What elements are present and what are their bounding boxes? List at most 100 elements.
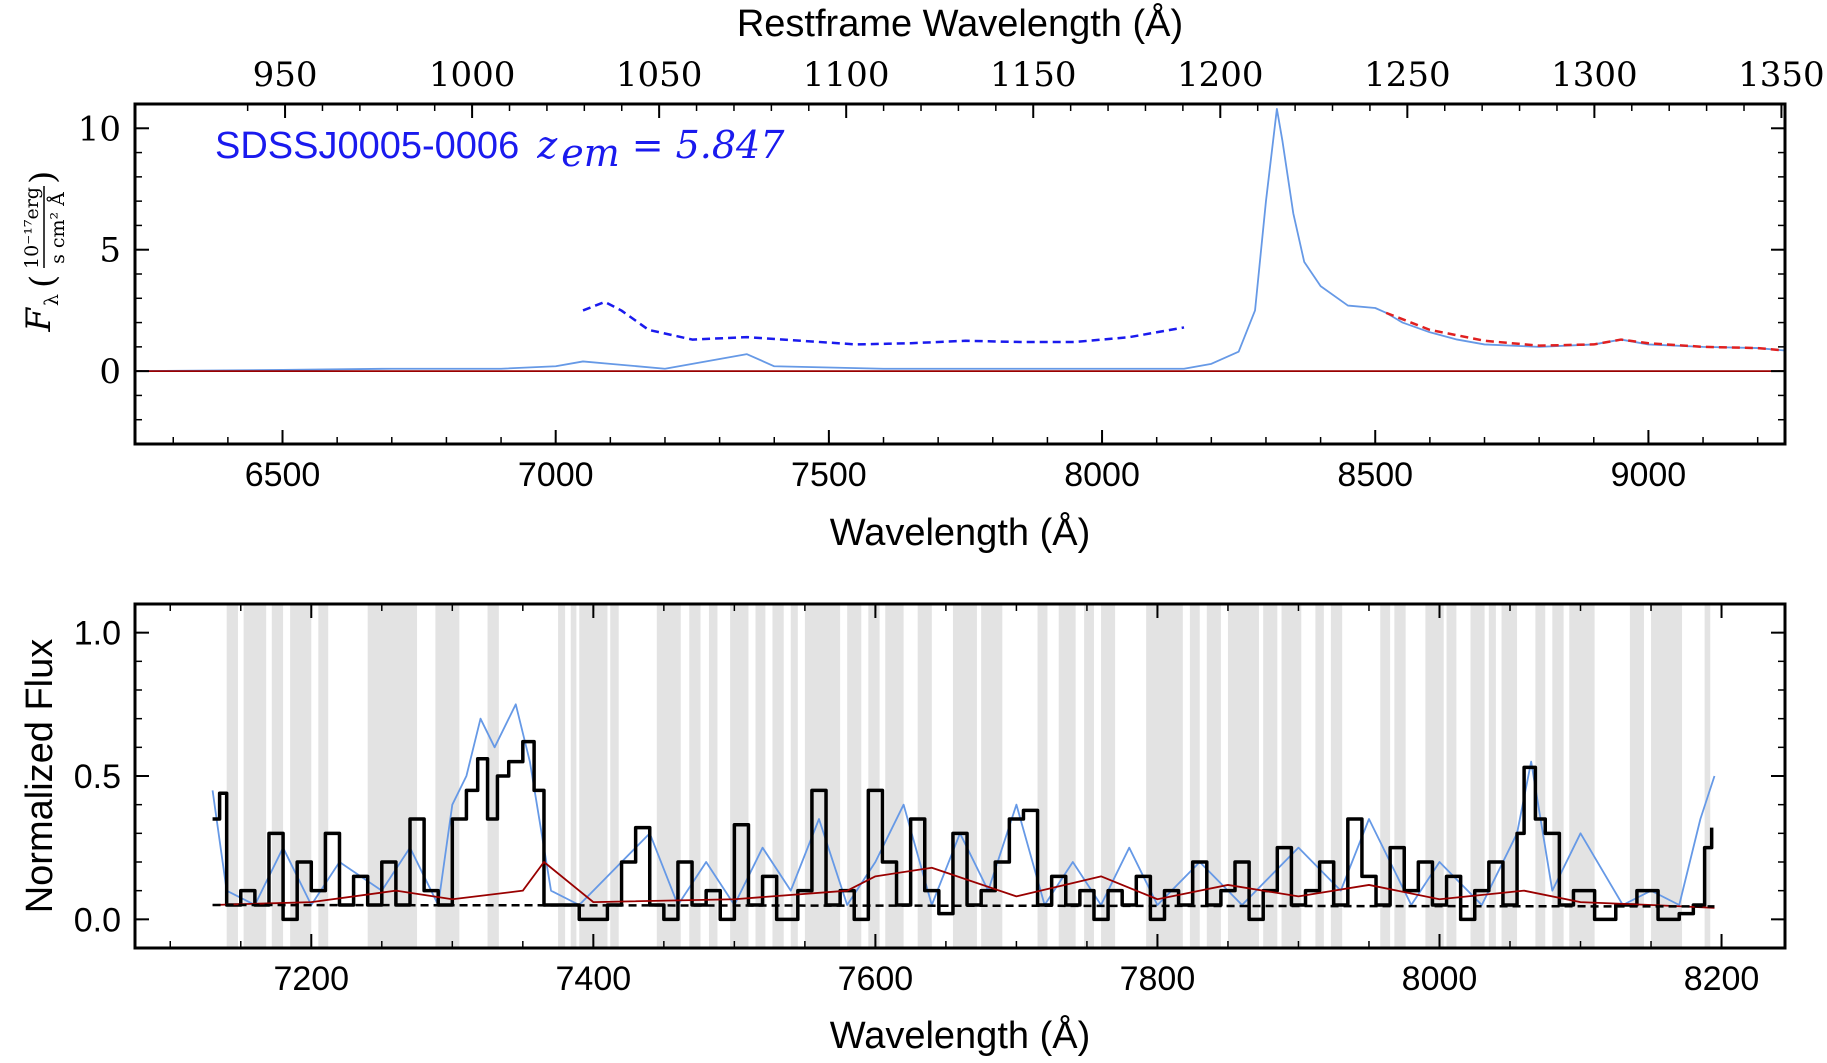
x2-tick-label: 1150 [990, 55, 1077, 95]
top-y-tick-labels: 0 5 10 [78, 109, 121, 392]
shaded-region [290, 604, 312, 948]
shaded-region [1315, 604, 1324, 948]
shaded-region [885, 604, 904, 948]
shaded-region [952, 604, 977, 948]
unit-numerator: 10⁻¹⁷erg [21, 187, 43, 269]
series-line-3 [582, 300, 1185, 346]
shaded-region [558, 604, 566, 948]
x-tick-label: 8200 [1684, 960, 1760, 998]
x-tick-label: 8000 [1064, 456, 1140, 494]
shaded-region [579, 604, 608, 948]
x-tick-label: 7200 [273, 960, 349, 998]
shaded-region [243, 604, 267, 948]
shaded-region [1501, 604, 1518, 948]
top-ticks [135, 103, 1785, 445]
x-tick-label: 8000 [1402, 960, 1478, 998]
shaded-region [1535, 604, 1546, 948]
shaded-region [1206, 604, 1221, 948]
shaded-region [917, 604, 932, 948]
shaded-region [689, 604, 701, 948]
shaded-region [1651, 604, 1683, 948]
series-line-3 [212, 903, 1715, 908]
x-tick-label: 7400 [556, 960, 632, 998]
x2-tick-label: 1250 [1364, 55, 1451, 95]
redshift-value: 5.847 [676, 123, 786, 167]
shaded-region [610, 604, 619, 948]
x2-tick-label: 1200 [1177, 55, 1264, 95]
shaded-region [868, 604, 880, 948]
top-plot-area [135, 107, 1785, 373]
shaded-region [1084, 604, 1094, 948]
unit-denominator: s cm² Å [47, 192, 69, 264]
top-panel: 6500 7000 7500 8000 8500 9000 0 5 10 950 1000 105… [19, 1, 1825, 554]
shaded-region [1470, 604, 1485, 948]
top-y-axis-title: F λ ( 10⁻¹⁷erg s cm² Å ) [19, 171, 69, 333]
shaded-region [1394, 604, 1406, 948]
restframe-axis-title: Restframe Wavelength (Å) [737, 1, 1183, 45]
shaded-region [1189, 604, 1200, 948]
shaded-region [1704, 604, 1711, 948]
shaded-region [1330, 604, 1343, 948]
shaded-region [1037, 604, 1048, 948]
series-line-2 [1385, 311, 1785, 352]
x-tick-label: 7800 [1120, 960, 1196, 998]
bottom-panel: 7200 7400 7600 7800 8000 8200 0.0 0.5 1.0 Wavel… [19, 602, 1787, 1057]
shaded-region [790, 604, 798, 948]
y-tick-label: 10 [78, 109, 121, 149]
bottom-ticks [135, 603, 1785, 949]
absorption-shaded-regions [226, 604, 1711, 948]
redshift-subscript: em [561, 131, 620, 175]
x2-tick-label: 1050 [616, 55, 703, 95]
series-line-2 [212, 861, 1715, 909]
shaded-region [755, 604, 766, 948]
x-tick-label: 7000 [518, 456, 594, 494]
shaded-region [1488, 604, 1496, 948]
top-x-axis-title: Wavelength (Å) [830, 510, 1090, 554]
top-restframe-tick-labels: 950 1000 1050 1100 1150 1200 1250 1300 1350 [253, 55, 1825, 95]
x-tick-label: 6500 [245, 456, 321, 494]
series-line-0 [135, 107, 1785, 373]
equals-sign: = [632, 123, 664, 167]
object-name: SDSSJ0005-0006 [215, 125, 519, 167]
top-x-tick-labels: 6500 7000 7500 8000 8500 9000 [245, 456, 1687, 494]
x2-tick-label: 1300 [1551, 55, 1638, 95]
unit-right-paren: ) [23, 171, 63, 184]
flux-symbol: F [19, 307, 59, 333]
top-series-layer [135, 107, 1785, 373]
x2-tick-label: 950 [253, 55, 318, 95]
x-tick-label: 9000 [1611, 456, 1687, 494]
shaded-region [1380, 604, 1391, 948]
shaded-region [656, 604, 681, 948]
bottom-x-axis-title: Wavelength (Å) [830, 1013, 1090, 1057]
shaded-region [1446, 604, 1457, 948]
unit-left-paren: ( [23, 275, 63, 288]
shaded-region [1058, 604, 1076, 948]
x-tick-label: 7500 [791, 456, 867, 494]
shaded-region [1552, 604, 1564, 948]
flux-subscript: λ [41, 294, 63, 306]
bottom-series-layer [211, 703, 1716, 922]
y-tick-label: 0.5 [74, 758, 121, 796]
shaded-region [1263, 604, 1278, 948]
shaded-region [1281, 604, 1302, 948]
series-line-0 [211, 703, 1716, 906]
x2-tick-label: 1000 [429, 55, 516, 95]
shaded-region [708, 604, 718, 948]
shaded-region [487, 604, 499, 948]
series-line-1 [212, 739, 1714, 922]
x2-tick-label: 1100 [803, 55, 890, 95]
shaded-region [271, 604, 284, 948]
shaded-region [804, 604, 841, 948]
x-tick-label: 7600 [838, 960, 914, 998]
y-tick-label: 5 [99, 231, 121, 271]
shaded-region [772, 604, 784, 948]
y-tick-label: 1.0 [74, 615, 121, 653]
x2-tick-label: 1350 [1738, 55, 1825, 95]
bottom-x-tick-labels: 7200 7400 7600 7800 8000 8200 [273, 960, 1759, 998]
shaded-region [226, 604, 238, 948]
shaded-region [847, 604, 862, 948]
redshift-symbol: z [536, 123, 558, 167]
shaded-region [1629, 604, 1644, 948]
x-tick-label: 8500 [1337, 456, 1413, 494]
